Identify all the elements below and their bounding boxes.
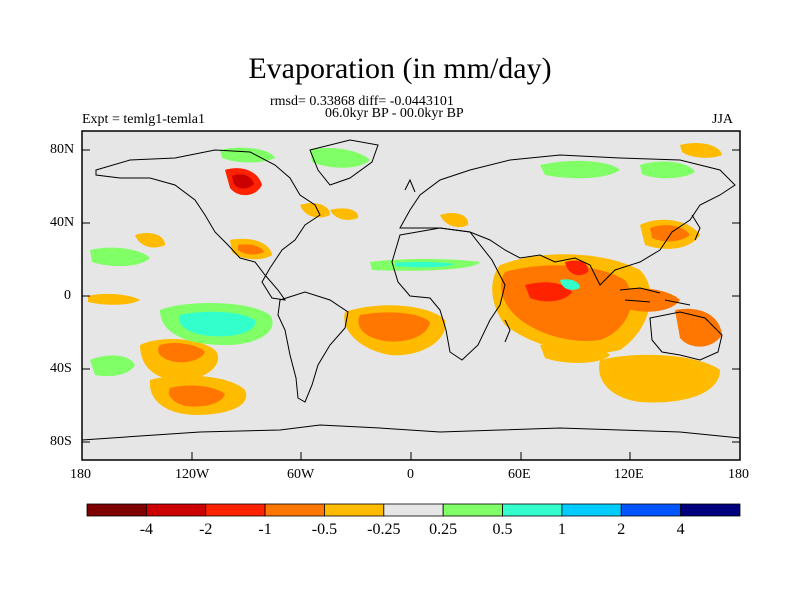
colorbar-tick-label: -0.25 xyxy=(367,521,401,538)
coast-indonesia xyxy=(619,287,691,306)
lon-label-60e: 60E xyxy=(508,467,531,482)
colorbar-tick-label: -4 xyxy=(139,521,154,538)
colorbar xyxy=(86,503,741,517)
lat-label-80s: 80S xyxy=(50,434,72,449)
field-atlantic-warm xyxy=(330,208,359,220)
coast-australia xyxy=(649,311,723,361)
field-eurasia-green xyxy=(640,161,695,179)
coast-japan xyxy=(691,214,701,241)
coast-greenland xyxy=(309,139,379,186)
season-label: JJA xyxy=(712,112,734,127)
anomaly-fields xyxy=(88,143,722,415)
field-america-warm-1 xyxy=(300,203,330,218)
coast-madagascar xyxy=(504,319,511,343)
field-west-pacific-orange-core xyxy=(158,342,205,363)
colorbar-tick-label: -1 xyxy=(258,521,272,538)
colorbar-tick-label: 2 xyxy=(617,521,626,538)
lat-label-0: 0 xyxy=(64,288,71,303)
map-ticks xyxy=(81,149,741,460)
colorbar-tick-label: -0.5 xyxy=(311,521,338,538)
lat-label-40s: 40S xyxy=(50,361,72,376)
field-nepac-orange xyxy=(135,233,165,248)
lon-label-120e: 120E xyxy=(614,467,644,482)
coast-antarctica xyxy=(82,424,740,441)
coast-eurasia xyxy=(399,154,736,286)
colorbar-swatch xyxy=(502,503,563,517)
lon-label-180e: 180 xyxy=(728,467,749,482)
field-north-atlantic-green xyxy=(540,160,620,179)
field-east-atlantic-warm xyxy=(440,213,469,228)
lon-label-0: 0 xyxy=(407,467,414,482)
colorbar-swatch xyxy=(620,503,682,517)
field-pacific-orange-strip xyxy=(88,293,140,305)
field-australia-warm xyxy=(675,308,722,347)
field-north-pacific-orange xyxy=(680,143,722,158)
colorbar-swatch xyxy=(561,503,622,517)
lon-label-180w: 180 xyxy=(70,467,91,482)
stats-line: rmsd= 0.33868 diff= -0.0443101 xyxy=(270,94,454,109)
lon-label-60w: 60W xyxy=(287,467,315,482)
field-indian-cyan xyxy=(560,279,580,290)
field-gulf-red xyxy=(238,244,264,255)
field-southern-ocean-orange xyxy=(599,354,720,403)
field-west-pacific-warm-core xyxy=(650,225,690,242)
coast-south-america xyxy=(277,291,349,403)
field-indian-ocean-red xyxy=(525,282,572,302)
colorbar-swatch xyxy=(442,503,503,517)
coast-africa xyxy=(391,227,506,361)
colorbar-tick-label: 4 xyxy=(676,521,685,538)
lat-label-40n: 40N xyxy=(50,215,75,230)
colorbar-swatch xyxy=(264,503,325,517)
colorbar-swatch xyxy=(205,503,266,517)
colorbar-swatch xyxy=(680,503,741,517)
colorbar-tick-label: 0.25 xyxy=(429,521,458,538)
field-canada-darkred xyxy=(232,174,254,189)
field-greenland-green xyxy=(310,148,370,168)
lon-label-120w: 120W xyxy=(175,467,210,482)
lat-label-80n: 80N xyxy=(50,142,75,157)
colorbar-swatch xyxy=(324,503,385,517)
field-tropical-atlantic-cyan xyxy=(395,261,455,268)
coastlines xyxy=(82,139,740,441)
colorbar-swatch xyxy=(145,503,207,517)
colorbar-tick-label: 0.5 xyxy=(492,521,513,538)
field-central-pacific-green xyxy=(90,355,135,377)
coast-uk xyxy=(404,178,416,193)
period-line: 06.0kyr BP - 00.0kyr BP xyxy=(325,106,464,121)
colorbar-swatch xyxy=(86,503,147,517)
field-south-atlantic-orange-core xyxy=(358,312,430,342)
experiment-label: Expt = temlg1-temla1 xyxy=(82,112,205,127)
field-bay-bengal-red xyxy=(565,260,589,276)
colorbar-swatch xyxy=(383,503,444,517)
colorbar-tick-label: -2 xyxy=(199,521,213,538)
map-title: Evaporation (in mm/day) xyxy=(248,52,552,85)
coast-north-america xyxy=(95,149,321,301)
field-indonesia-orange xyxy=(620,288,680,312)
field-pacific-cyan-core xyxy=(179,311,256,337)
field-north-pacific-green xyxy=(90,247,150,267)
field-south-pacific-orange-core xyxy=(168,385,225,407)
colorbar-tick-label: 1 xyxy=(557,521,566,538)
